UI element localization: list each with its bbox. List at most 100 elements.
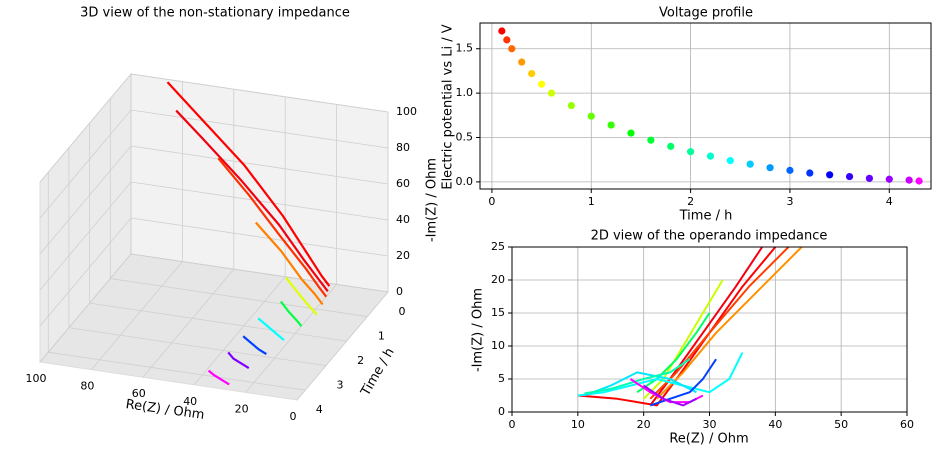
y-tick-label: 15 [491,306,505,319]
x-tick-label: 0 [290,410,297,423]
data-point [865,174,874,182]
data-point [706,152,715,160]
x-tick-label: 0 [509,418,516,431]
data-point [547,89,556,97]
impedance-curve [642,279,724,400]
x-tick-label: 20 [637,418,651,431]
impedance-curve [656,246,803,400]
data-point [647,136,655,144]
x-tick-label: 80 [80,380,94,393]
data-point [806,169,814,177]
grid-line [110,278,368,317]
z-tick-label: 0 [396,285,403,298]
x-tick-label: 60 [132,387,146,400]
data-point [518,58,526,66]
grid-line [130,145,389,185]
data-point [607,121,615,129]
data-point [537,80,546,88]
z-tick-label: 80 [396,141,410,154]
impedance-curve [643,384,697,407]
grid-line [39,217,132,327]
impedance-curve [649,246,763,406]
y-tick-label: 5 [498,372,505,385]
grid-line [39,109,132,219]
grid-line [39,253,132,363]
x-tick-label: 0 [488,195,495,208]
x-tick-label: 10 [571,418,585,431]
impedance-curve [649,358,717,407]
impedance-curve [207,369,230,386]
impedance-curve [227,351,250,369]
impedance-curve [166,81,331,287]
data-point [587,112,595,120]
grid-line [48,351,306,391]
y-tick-label: 0 [498,405,505,418]
y-tick-label: 1.0 [456,86,474,99]
data-point [766,164,774,172]
x-tick-label: 40 [768,418,782,431]
x-tick-label: 2 [687,195,694,208]
grid-line [193,276,286,386]
grid-line [89,302,347,342]
data-point [726,156,734,165]
impedance-curve [285,276,318,316]
grid-line [39,145,132,255]
x-axis-label: Time / h [679,209,733,224]
y-tick-label: 20 [491,273,505,286]
y-tick-label: 0.5 [456,131,474,144]
plot-frame [479,22,932,190]
y-tick-label: 1.5 [456,42,474,55]
z-tick-label: 60 [396,177,410,190]
impedance-curve [175,109,329,293]
impedance-curve [217,157,328,298]
y-axis-label: -Im(Z) / Ohm [471,288,486,372]
y-tick-label: 0.0 [456,175,474,188]
data-point [508,45,516,53]
data-point [746,160,754,168]
grid-line [296,291,389,401]
x-tick-label: 30 [703,418,717,431]
data-point [826,171,834,179]
impedance-curve [577,352,744,397]
x-tick-label: 3 [786,195,793,208]
impedance-curve [280,300,303,327]
x-tick-label: 50 [834,418,848,431]
x-tick-label: 1 [588,195,595,208]
grid-line [130,217,389,257]
x-tick-label: 20 [235,402,249,415]
data-point [845,172,854,181]
z-axis-label: -Im(Z) / Ohm [425,158,440,242]
y-tick-label: 4 [316,403,323,416]
plot-frame [511,246,908,413]
y-tick-label: 25 [491,240,505,253]
z-tick-label: 100 [396,105,417,118]
y-axis-label: Electric potential vs Li / V [441,24,456,189]
grid-line [39,181,132,291]
impedance-curve [257,317,285,341]
data-point [528,69,536,78]
chart-title: 3D view of the non-stationary impedance [80,6,350,21]
grid-line [130,109,389,149]
grid-line [130,73,389,113]
grid-line [68,327,327,367]
grid-line [91,261,183,370]
x-tick-label: 100 [26,372,47,385]
data-point [498,27,506,35]
y-tick-label: 1 [378,330,385,343]
data-point [786,166,794,174]
data-point [503,36,511,44]
data-point [905,176,913,184]
data-point [627,129,635,137]
z-tick-label: 20 [396,249,410,262]
y-tick-label: 0 [399,305,406,318]
impedance-curve [242,335,267,355]
y-tick-label: 10 [491,339,505,352]
data-point [567,101,575,110]
y-tick-label: 2 [357,354,364,367]
x-tick-label: 40 [183,395,197,408]
x-axis-label: Re(Z) / Ohm [669,432,748,447]
data-point [667,142,675,150]
grid-line [39,73,132,183]
